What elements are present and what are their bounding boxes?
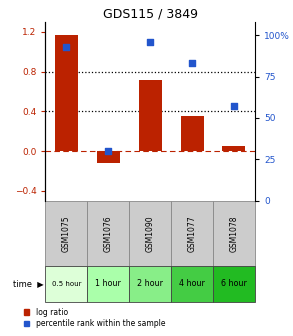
Text: GSM1076: GSM1076 (104, 215, 113, 252)
Bar (222, 146, 246, 151)
Bar (180, 116, 204, 151)
Title: GDS115 / 3849: GDS115 / 3849 (103, 8, 198, 21)
Text: GSM1075: GSM1075 (62, 215, 71, 252)
Bar (171, 201, 213, 266)
Text: 0.5 hour: 0.5 hour (52, 281, 81, 287)
Bar (213, 266, 255, 302)
Text: 2 hour: 2 hour (137, 279, 163, 288)
Text: time  ▶: time ▶ (13, 279, 43, 288)
Bar (87, 201, 129, 266)
Legend: log ratio, percentile rank within the sample: log ratio, percentile rank within the sa… (24, 308, 165, 328)
Bar (139, 80, 162, 151)
Bar (171, 266, 213, 302)
Bar (45, 266, 87, 302)
Text: GSM1078: GSM1078 (229, 215, 239, 252)
Point (106, 149, 111, 154)
Text: 6 hour: 6 hour (221, 279, 247, 288)
Text: 4 hour: 4 hour (179, 279, 205, 288)
Bar (97, 151, 120, 163)
Text: GSM1077: GSM1077 (188, 215, 197, 252)
Point (64, 44, 69, 49)
Text: GSM1090: GSM1090 (146, 215, 155, 252)
Text: 1 hour: 1 hour (95, 279, 121, 288)
Bar (129, 266, 171, 302)
Bar (213, 201, 255, 266)
Bar (45, 201, 87, 266)
Point (190, 60, 195, 66)
Bar (55, 35, 78, 151)
Bar (87, 266, 129, 302)
Point (231, 104, 236, 109)
Point (148, 39, 152, 44)
Bar (129, 201, 171, 266)
